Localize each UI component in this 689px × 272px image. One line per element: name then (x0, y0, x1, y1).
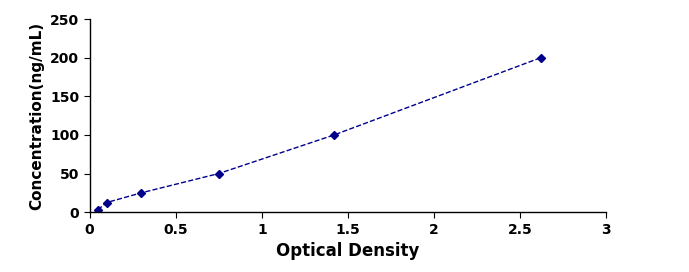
Y-axis label: Concentration(ng/mL): Concentration(ng/mL) (30, 21, 45, 210)
X-axis label: Optical Density: Optical Density (276, 242, 420, 260)
